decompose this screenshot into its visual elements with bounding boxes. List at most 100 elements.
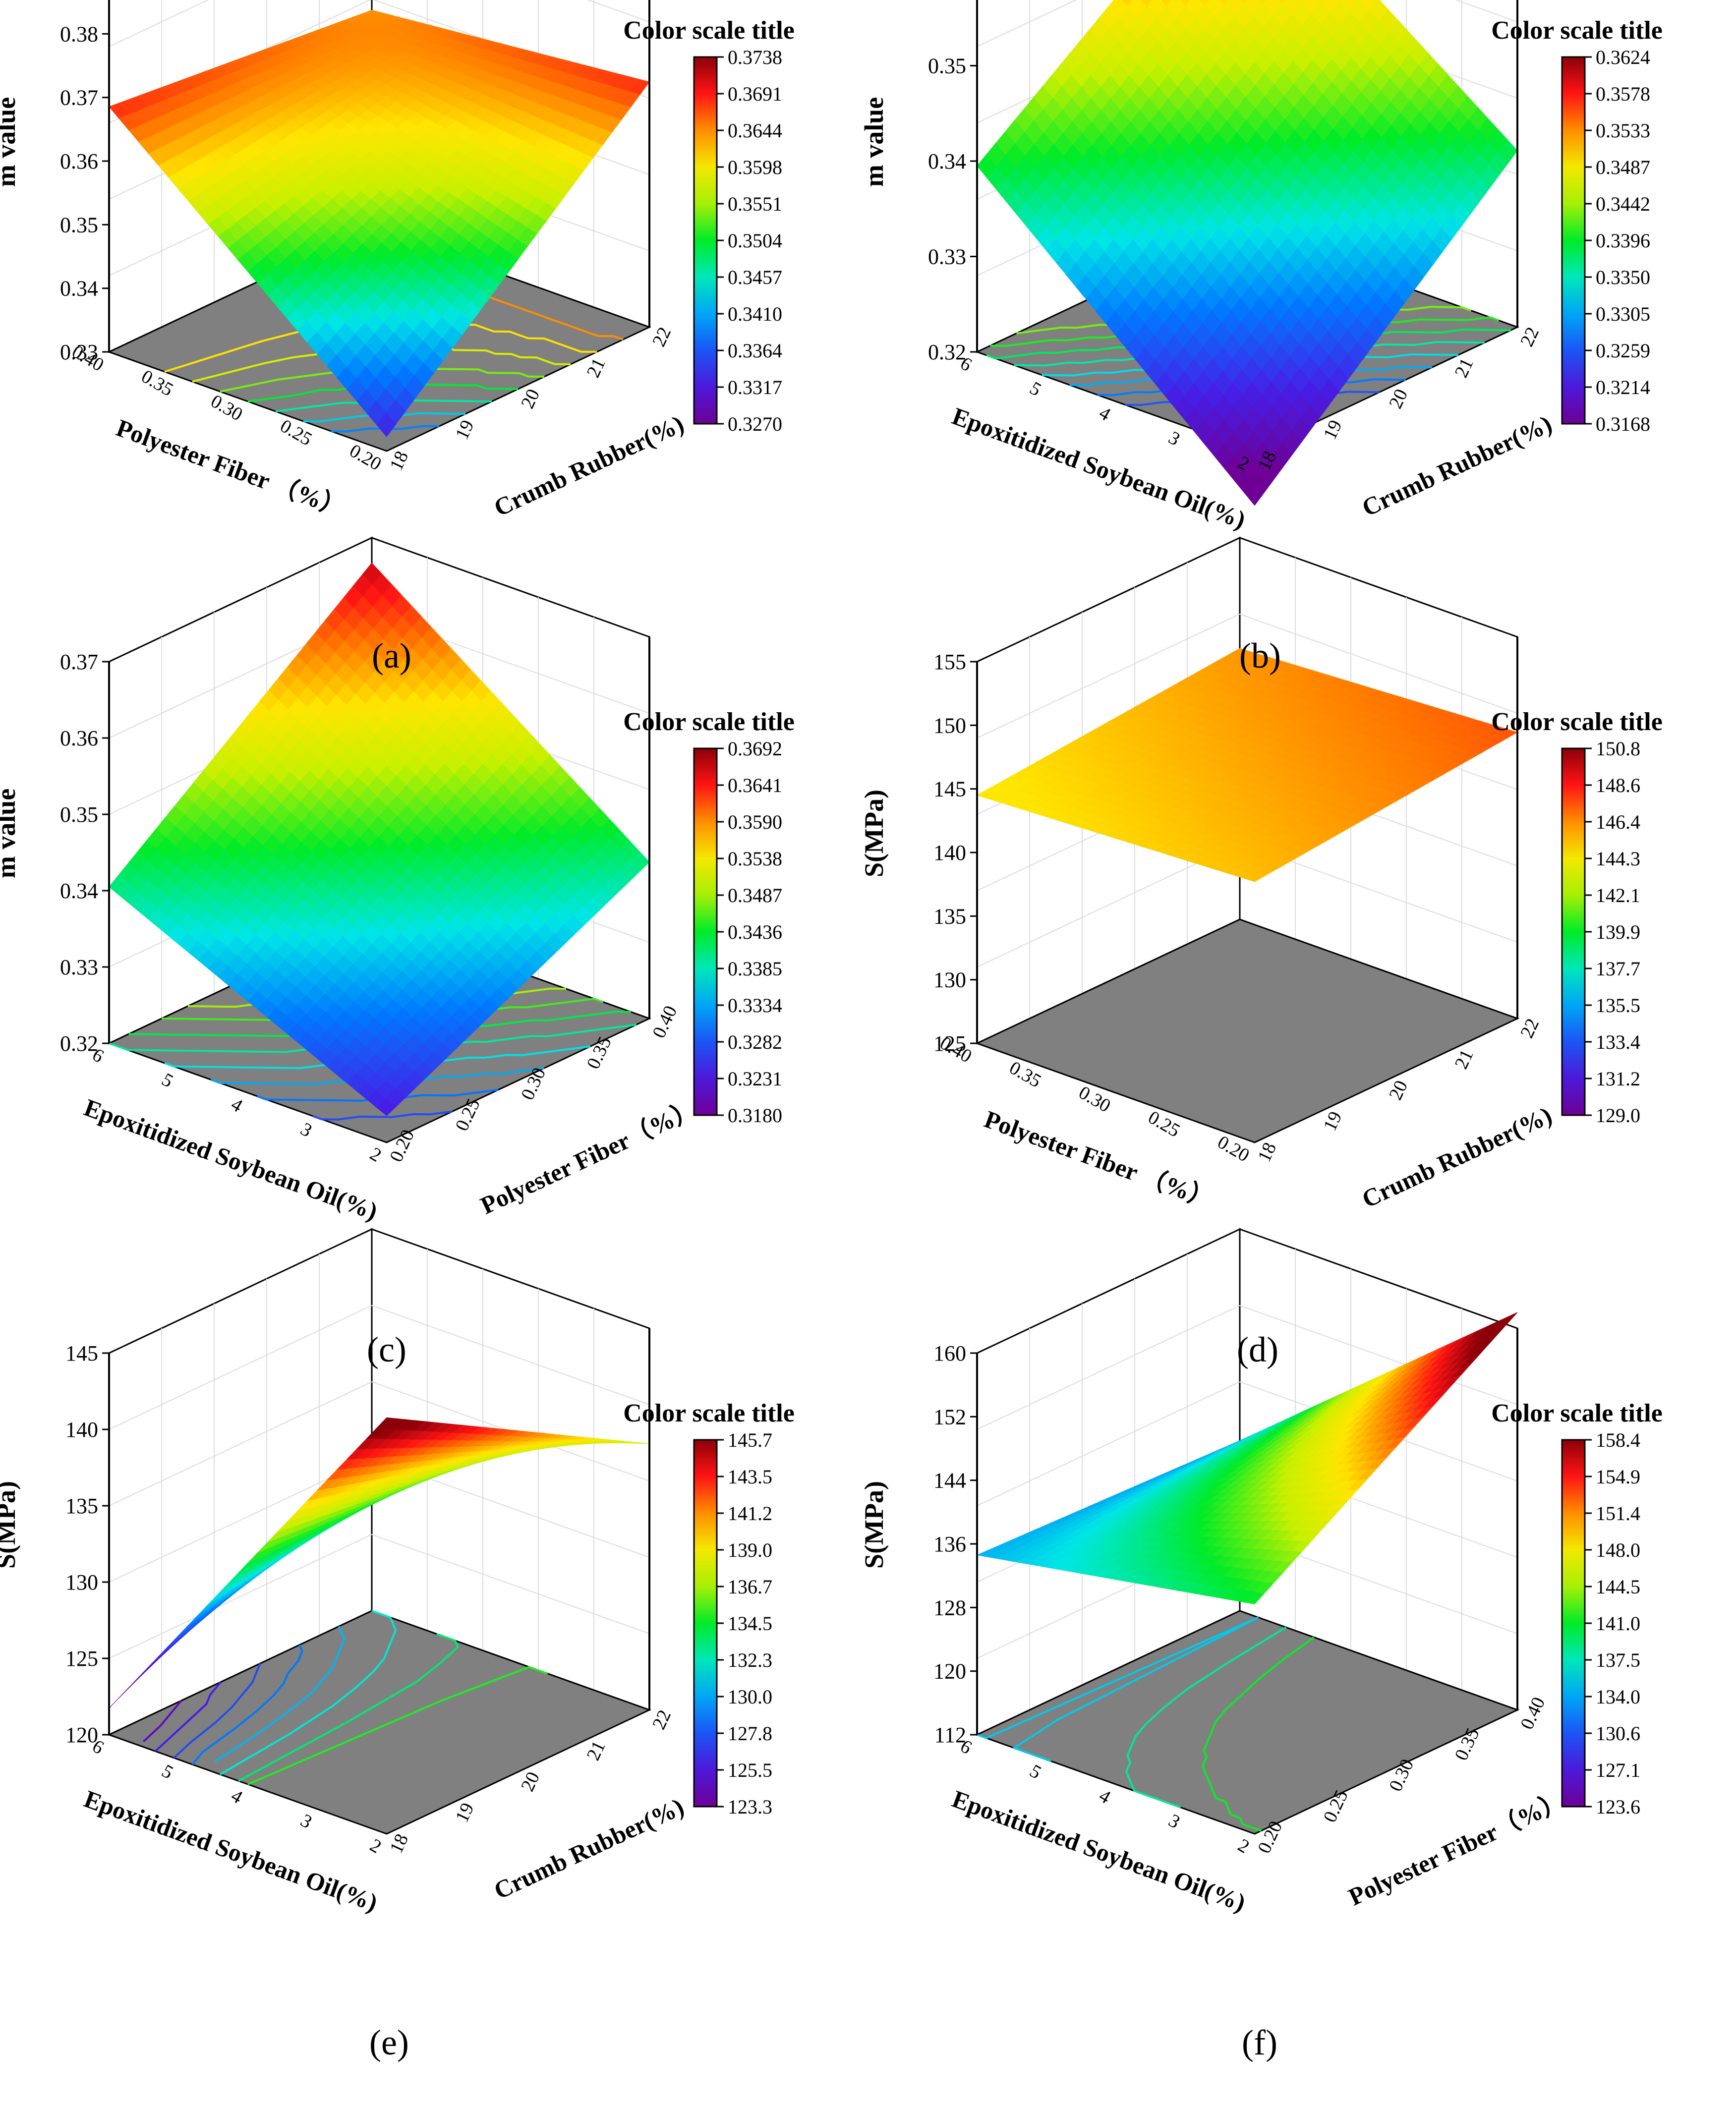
- surface-cell: [1258, 0, 1267, 5]
- surface-cell: [1179, 0, 1191, 7]
- surface-cell: [1160, 0, 1172, 7]
- contour-line: [173, 1663, 261, 1759]
- y-tick-label: 22: [648, 1707, 675, 1733]
- colorbar-tick-label: 131.2: [1596, 1068, 1640, 1090]
- x-tick-label: 4: [228, 1785, 246, 1808]
- colorbar-tick-label: 0.3738: [728, 46, 782, 68]
- z-tick-label: 0.38: [60, 22, 98, 46]
- colorbar-tick-label: 0.3691: [728, 83, 782, 105]
- z-tick-label: 145: [933, 777, 966, 801]
- surface-cell: [1318, 0, 1323, 3]
- surface-cell: [1244, 873, 1265, 882]
- grid-line: [977, 614, 1240, 738]
- z-tick-label: 145: [65, 1341, 98, 1365]
- z-tick-label: 135: [65, 1494, 98, 1518]
- surface-mesh: [109, 9, 650, 437]
- z-tick-label: 0.34: [928, 149, 966, 173]
- x-axis-label: Polyester Fiber （%）: [113, 413, 349, 522]
- contour-floor: [975, 918, 1519, 1143]
- chart-panel-a: 0.330.340.350.360.370.380.39m value0.200…: [0, 0, 868, 691]
- y-axis-label: Crumb Rubber(%): [490, 1792, 688, 1904]
- colorbar-tick-label: 0.3504: [728, 229, 782, 252]
- grid-line: [977, 1381, 1240, 1506]
- grid-line: [371, 1305, 650, 1405]
- y-tick-label: 22: [648, 324, 675, 350]
- contour-line: [219, 1610, 397, 1775]
- colorbar-tick-label: 0.3457: [728, 266, 782, 288]
- colorbar-tick-label: 143.5: [728, 1466, 772, 1488]
- z-tick-label: 0.36: [60, 726, 98, 750]
- contour-line: [256, 1088, 499, 1102]
- z-tick-label: 130: [65, 1570, 98, 1594]
- colorbar: 0.37380.36910.36440.35980.35510.35040.34…: [623, 16, 795, 435]
- colorbar-tick-label: 0.3487: [728, 884, 782, 907]
- colorbar-tick-label: 0.3396: [1596, 229, 1650, 252]
- y-tick-label: 19: [452, 1800, 478, 1825]
- colorbar-tick-label: 0.3350: [1596, 266, 1650, 288]
- z-tick-label: 0.37: [60, 650, 98, 674]
- colorbar-tick-label: 127.8: [728, 1722, 772, 1745]
- surface-plot-svg: 0.330.340.350.360.370.380.39m value0.200…: [0, 0, 795, 522]
- x-tick-label: 2: [366, 1835, 385, 1858]
- surface-plot-svg: 0.320.330.340.350.36m value23456Epoxitid…: [859, 0, 1663, 534]
- grid-line: [1239, 614, 1518, 714]
- colorbar-tick-label: 136.7: [728, 1576, 772, 1598]
- surface-cell: [376, 412, 397, 437]
- colorbar-tick-label: 0.3641: [728, 774, 782, 796]
- colorbar-tick-label: 145.7: [728, 1429, 772, 1451]
- z-tick-label: 130: [933, 968, 966, 992]
- y-tick-label: 18: [1254, 1139, 1280, 1165]
- colorbar-tick-label: 0.3590: [728, 811, 782, 833]
- colorbar-tick-label: 133.4: [1596, 1031, 1640, 1053]
- z-tick-label: 0.35: [60, 802, 98, 827]
- y-tick-label: 18: [386, 1831, 412, 1857]
- surface-cell: [1278, 0, 1286, 4]
- surface-mesh: [109, 563, 650, 1116]
- contour-line: [1125, 1626, 1287, 1809]
- y-axis-label: Crumb Rubber(%): [490, 409, 688, 521]
- colorbar-tick-label: 146.4: [1596, 811, 1640, 833]
- colorbar-tick-label: 0.3180: [728, 1104, 782, 1127]
- colorbar-gradient: [693, 56, 718, 425]
- floor-contours: [142, 1610, 548, 1785]
- colorbar-tick-label: 0.3317: [728, 376, 782, 398]
- colorbar-gradient: [693, 747, 718, 1116]
- colorbar-tick-label: 142.1: [1596, 884, 1640, 907]
- contour-floor: [975, 1610, 1519, 1835]
- surface-cell: [376, 1098, 397, 1116]
- colorbar-gradient: [1561, 747, 1586, 1116]
- y-tick-label: 20: [517, 1769, 544, 1795]
- colorbar-tick-label: 0.3578: [1596, 83, 1650, 105]
- colorbar-tick-label: 0.3551: [728, 193, 782, 215]
- colorbar-tick-label: 130.0: [728, 1686, 772, 1708]
- z-tick-label: 0.37: [60, 86, 98, 110]
- y-tick-label: 21: [583, 355, 610, 381]
- surface-cell: [1121, 0, 1134, 7]
- colorbar-tick-label: 148.6: [1596, 774, 1640, 796]
- z-tick-label: 0.34: [60, 277, 98, 301]
- chart-panel-e: 120 125 130 135 140 145 S(MPa) 2 3 4 5 6 Epoxitidize…: [0, 1228, 868, 2074]
- colorbar-tick-label: 139.0: [728, 1539, 772, 1561]
- colorbar: 0.36240.35780.35330.34870.34420.33960.33…: [1491, 16, 1663, 435]
- colorbar-tick-label: 0.3305: [1596, 303, 1650, 325]
- colorbar-tick-label: 134.5: [728, 1612, 772, 1635]
- colorbar: 150.8148.6146.4144.3142.1139.9137.7135.5…: [1491, 708, 1663, 1127]
- y-tick-label: 21: [583, 1738, 610, 1763]
- x-tick-label: 5: [158, 1069, 176, 1092]
- y-tick-label: 20: [1385, 1078, 1412, 1103]
- x-tick-label: 4: [1096, 402, 1114, 425]
- surface-plot-svg: 125130135140145150155S(MPa)0.200.250.300…: [859, 536, 1663, 1214]
- colorbar-tick-label: 0.3270: [728, 413, 782, 435]
- surface-cell: [376, 1417, 397, 1429]
- back-walls: [108, 1228, 650, 1736]
- colorbar-tick-label: 0.3364: [728, 340, 782, 362]
- contour-line: [312, 1110, 453, 1121]
- colorbar-tick-label: 0.3282: [728, 1031, 782, 1053]
- grid-line: [977, 843, 1240, 967]
- x-tick-label: 2: [366, 1143, 385, 1166]
- z-axis-label: m value: [0, 97, 21, 187]
- colorbar-tick-label: 0.3624: [1596, 46, 1650, 68]
- x-tick-label: 5: [1026, 378, 1044, 400]
- y-axis-label: Crumb Rubber(%): [1358, 1101, 1556, 1213]
- grid-line: [109, 1305, 372, 1430]
